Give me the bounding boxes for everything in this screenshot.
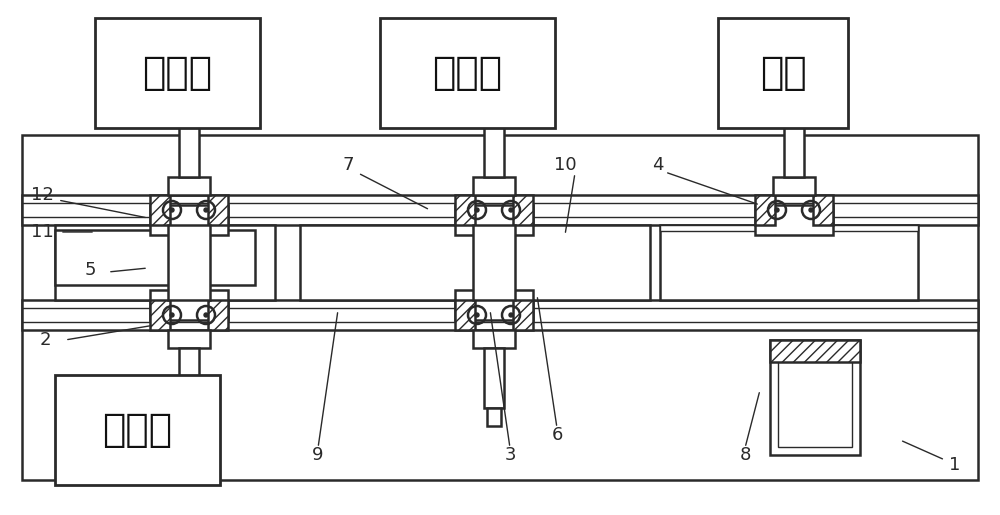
- Bar: [150, 290, 228, 320]
- Bar: [455, 300, 475, 330]
- Bar: [770, 340, 860, 455]
- Bar: [179, 117, 199, 177]
- Bar: [513, 300, 533, 330]
- Bar: [95, 18, 260, 128]
- Bar: [208, 300, 228, 330]
- Bar: [182, 99, 196, 117]
- Text: 4: 4: [652, 156, 664, 174]
- Circle shape: [204, 313, 208, 317]
- Bar: [150, 205, 228, 235]
- Text: 5: 5: [84, 261, 96, 279]
- Bar: [455, 195, 475, 225]
- Bar: [718, 18, 848, 128]
- Text: 11: 11: [31, 223, 53, 241]
- Text: 7: 7: [342, 156, 354, 174]
- Bar: [784, 117, 804, 177]
- Bar: [168, 225, 210, 300]
- Bar: [473, 177, 515, 195]
- Bar: [473, 225, 515, 300]
- Text: 10: 10: [554, 156, 576, 174]
- Text: 12: 12: [31, 186, 53, 204]
- Bar: [755, 205, 833, 235]
- Bar: [150, 195, 170, 225]
- Bar: [455, 205, 533, 235]
- Circle shape: [509, 208, 513, 212]
- Bar: [484, 348, 504, 408]
- Bar: [487, 408, 501, 426]
- Bar: [55, 225, 275, 300]
- Circle shape: [775, 208, 779, 212]
- Bar: [182, 408, 196, 426]
- Bar: [513, 195, 533, 225]
- Text: 9: 9: [312, 446, 324, 464]
- Bar: [487, 99, 501, 117]
- Bar: [455, 290, 533, 320]
- Bar: [787, 99, 801, 117]
- Bar: [55, 230, 255, 285]
- Text: 油泵: 油泵: [760, 54, 806, 92]
- Bar: [208, 195, 228, 225]
- Circle shape: [204, 208, 208, 212]
- Bar: [473, 330, 515, 348]
- Bar: [484, 117, 504, 177]
- Circle shape: [475, 313, 479, 317]
- Bar: [168, 330, 210, 348]
- Bar: [380, 18, 555, 128]
- Bar: [22, 135, 978, 480]
- Bar: [773, 177, 815, 195]
- Text: 1: 1: [949, 456, 961, 474]
- Bar: [778, 348, 852, 447]
- Text: 2: 2: [39, 331, 51, 349]
- Text: 8: 8: [739, 446, 751, 464]
- Text: 电动机: 电动机: [432, 54, 503, 92]
- Text: 发电机: 发电机: [142, 54, 213, 92]
- Circle shape: [170, 313, 174, 317]
- Bar: [813, 195, 833, 225]
- Text: 6: 6: [551, 426, 563, 444]
- Circle shape: [475, 208, 479, 212]
- Bar: [22, 195, 978, 225]
- Bar: [150, 300, 170, 330]
- Text: 3: 3: [504, 446, 516, 464]
- Bar: [55, 375, 220, 485]
- Bar: [22, 300, 978, 330]
- Bar: [660, 225, 918, 231]
- Bar: [660, 225, 918, 300]
- Bar: [770, 340, 860, 362]
- Circle shape: [170, 208, 174, 212]
- Bar: [168, 177, 210, 195]
- Bar: [179, 348, 199, 408]
- Circle shape: [509, 313, 513, 317]
- Bar: [755, 195, 775, 225]
- Circle shape: [809, 208, 813, 212]
- Text: 汽油机: 汽油机: [102, 411, 173, 449]
- Bar: [300, 225, 650, 300]
